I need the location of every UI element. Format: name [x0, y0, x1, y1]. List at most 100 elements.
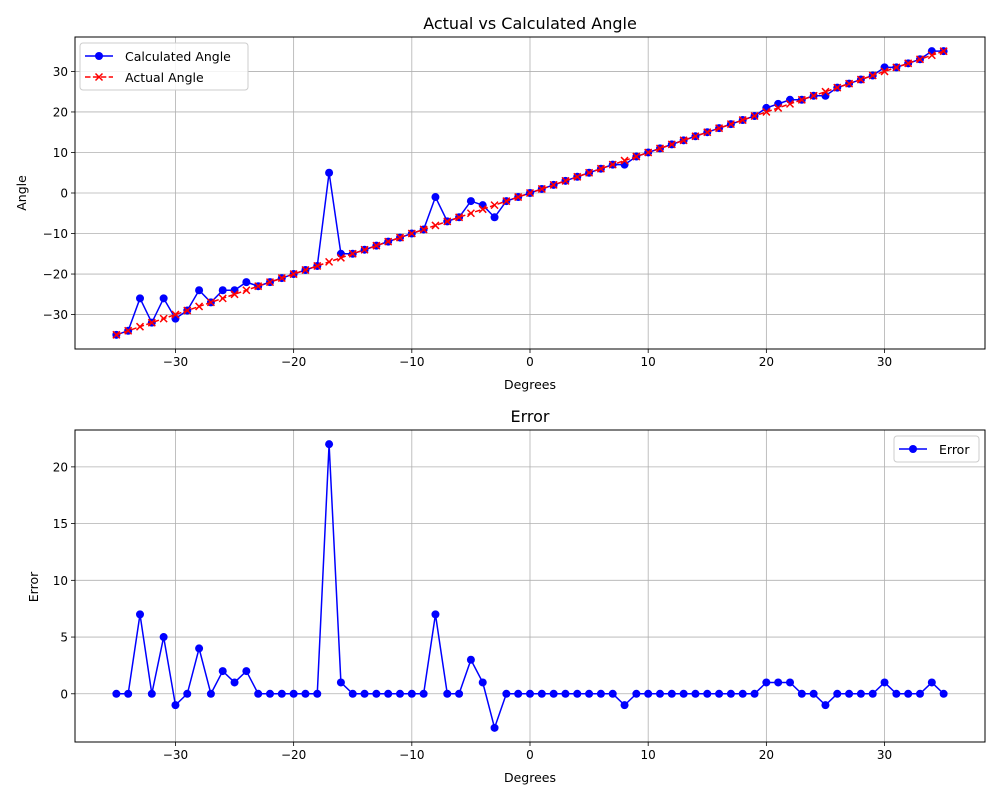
- angle-chart-actual-angle-point: [525, 188, 535, 198]
- error-chart-error-point: [372, 689, 381, 698]
- angle-chart-x-tick-label: −20: [281, 355, 306, 369]
- error-chart-x-tick-label: −20: [281, 748, 306, 762]
- angle-chart-actual-angle-point: [608, 160, 617, 169]
- angle-chart-actual-angle-point: [502, 197, 511, 206]
- error-chart-error-point: [289, 689, 298, 698]
- angle-chart-actual-angle-point: [490, 201, 499, 210]
- error-chart-error-point: [537, 689, 546, 698]
- angle-chart-actual-angle-point: [573, 172, 582, 181]
- angle-chart-x-tick-label: 30: [877, 355, 892, 369]
- angle-chart-actual-angle-point: [135, 322, 145, 331]
- error-chart-error-point: [585, 689, 594, 698]
- error-chart-error-point: [927, 678, 936, 687]
- error-chart-series: [112, 440, 948, 732]
- error-chart-error-point: [715, 689, 724, 698]
- error-chart-error-point: [277, 689, 286, 698]
- angle-chart-actual-angle-point: [785, 99, 795, 108]
- angle-chart-actual-angle-point: [360, 245, 369, 254]
- angle-chart-actual-angle-point: [632, 152, 641, 161]
- angle-chart-y-tick-label: −20: [43, 268, 68, 282]
- angle-chart-series-actual-angle: [112, 47, 948, 339]
- error-chart-error-point: [325, 440, 334, 449]
- angle-chart-actual-angle-point: [703, 128, 712, 137]
- error-chart-error-point: [797, 689, 806, 698]
- error-chart-error-point: [726, 689, 735, 698]
- error-chart-grid: [75, 430, 985, 742]
- error-chart-error-point: [703, 689, 712, 698]
- angle-chart-actual-angle-point: [691, 132, 700, 141]
- angle-chart-actual-angle-point: [738, 116, 747, 125]
- error-chart-y-tick-label: 20: [53, 460, 68, 474]
- angle-chart-y-tick-label: 0: [60, 187, 68, 201]
- error-chart-error-point: [396, 689, 404, 698]
- angle-chart-y-tick-label: 10: [53, 146, 68, 160]
- error-chart-x-tick-label: 30: [877, 748, 892, 762]
- angle-chart-y-tick-label: −30: [43, 308, 68, 322]
- error-chart-error-point: [124, 689, 133, 698]
- error-chart-error-point: [502, 689, 511, 698]
- angle-chart-actual-angle-point: [431, 221, 440, 230]
- angle-chart-x-axis-label: Degrees: [504, 377, 556, 392]
- error-chart-error-point: [195, 644, 204, 653]
- error-chart-title: Error: [511, 407, 550, 426]
- error-chart-y-tick-label: 5: [60, 631, 68, 645]
- angle-chart-actual-angle-point: [809, 91, 818, 100]
- error-chart-error-point: [526, 689, 534, 698]
- error-chart-error-point: [632, 689, 641, 698]
- error-chart-x-tick-label: 0: [526, 748, 534, 762]
- error-chart-series-error: [112, 440, 948, 732]
- angle-chart-actual-angle-point: [927, 51, 936, 60]
- error-chart-error-point: [147, 689, 156, 698]
- angle-chart-calculated-angle-point: [136, 294, 144, 303]
- legend-calculated-marker: [95, 52, 103, 60]
- error-chart-x-axis-label: Degrees: [504, 770, 556, 785]
- error-chart-error-point: [738, 689, 747, 698]
- angle-chart-x-tick-label: −10: [399, 355, 424, 369]
- angle-chart-y-tick-label: 30: [53, 65, 68, 79]
- error-chart-error-point: [561, 689, 570, 698]
- legend-actual-marker: [94, 72, 104, 82]
- error-chart-error-point: [455, 689, 464, 698]
- error-chart-error-point: [171, 701, 180, 710]
- error-chart-error-point: [608, 689, 617, 698]
- angle-chart-actual-angle-point: [904, 59, 913, 68]
- angle-chart-legend-box: [79, 42, 249, 91]
- error-chart-error-point: [112, 689, 121, 698]
- angle-chart-actual-angle-point: [856, 75, 865, 84]
- angle-chart-actual-angle-point: [395, 233, 405, 242]
- angle-chart-actual-angle-point: [230, 290, 239, 299]
- error-chart-error-point: [313, 689, 322, 698]
- error-chart-error-point: [466, 655, 475, 664]
- error-chart-error-point: [230, 678, 239, 687]
- error-chart-error-point: [336, 678, 345, 687]
- error-chart: Error −30 −20 −10 0 10 20 30 0 5 10 15 20 Degrees E…: [26, 407, 986, 785]
- legend-error-marker: [909, 445, 917, 453]
- angle-chart-actual-angle-point: [892, 63, 901, 72]
- angle-chart-actual-angle-point: [726, 120, 735, 129]
- angle-chart-actual-angle-point: [336, 253, 345, 262]
- error-chart-error-point: [136, 610, 144, 619]
- angle-chart-actual-angle-point: [821, 87, 830, 96]
- angle-chart-actual-angle-point: [443, 217, 452, 226]
- error-chart-error-point: [419, 689, 428, 698]
- angle-chart-actual-angle-point: [478, 205, 487, 214]
- angle-chart-actual-angle-point: [277, 274, 286, 283]
- angle-chart-calculated-angle-point: [242, 278, 251, 287]
- error-chart-error-point: [786, 678, 794, 687]
- angle-chart: Actual vs Calculated Angle −30 −20 −10 0 10 2…: [14, 14, 986, 392]
- angle-chart-actual-angle-point: [679, 136, 688, 145]
- angle-chart-actual-angle-point: [915, 55, 925, 64]
- angle-chart-calculated-angle-point: [431, 193, 440, 202]
- angle-chart-grid: [75, 37, 985, 349]
- error-chart-error-point: [809, 689, 818, 698]
- angle-chart-actual-angle-point: [585, 168, 594, 177]
- angle-chart-actual-angle-point: [301, 265, 310, 275]
- error-chart-error-point: [301, 689, 310, 698]
- angle-chart-actual-angle-point: [242, 286, 251, 295]
- error-chart-error-point: [691, 689, 700, 698]
- error-chart-error-point: [443, 689, 452, 698]
- angle-chart-actual-angle-point: [549, 180, 558, 189]
- error-chart-x-tick-label: −10: [399, 748, 424, 762]
